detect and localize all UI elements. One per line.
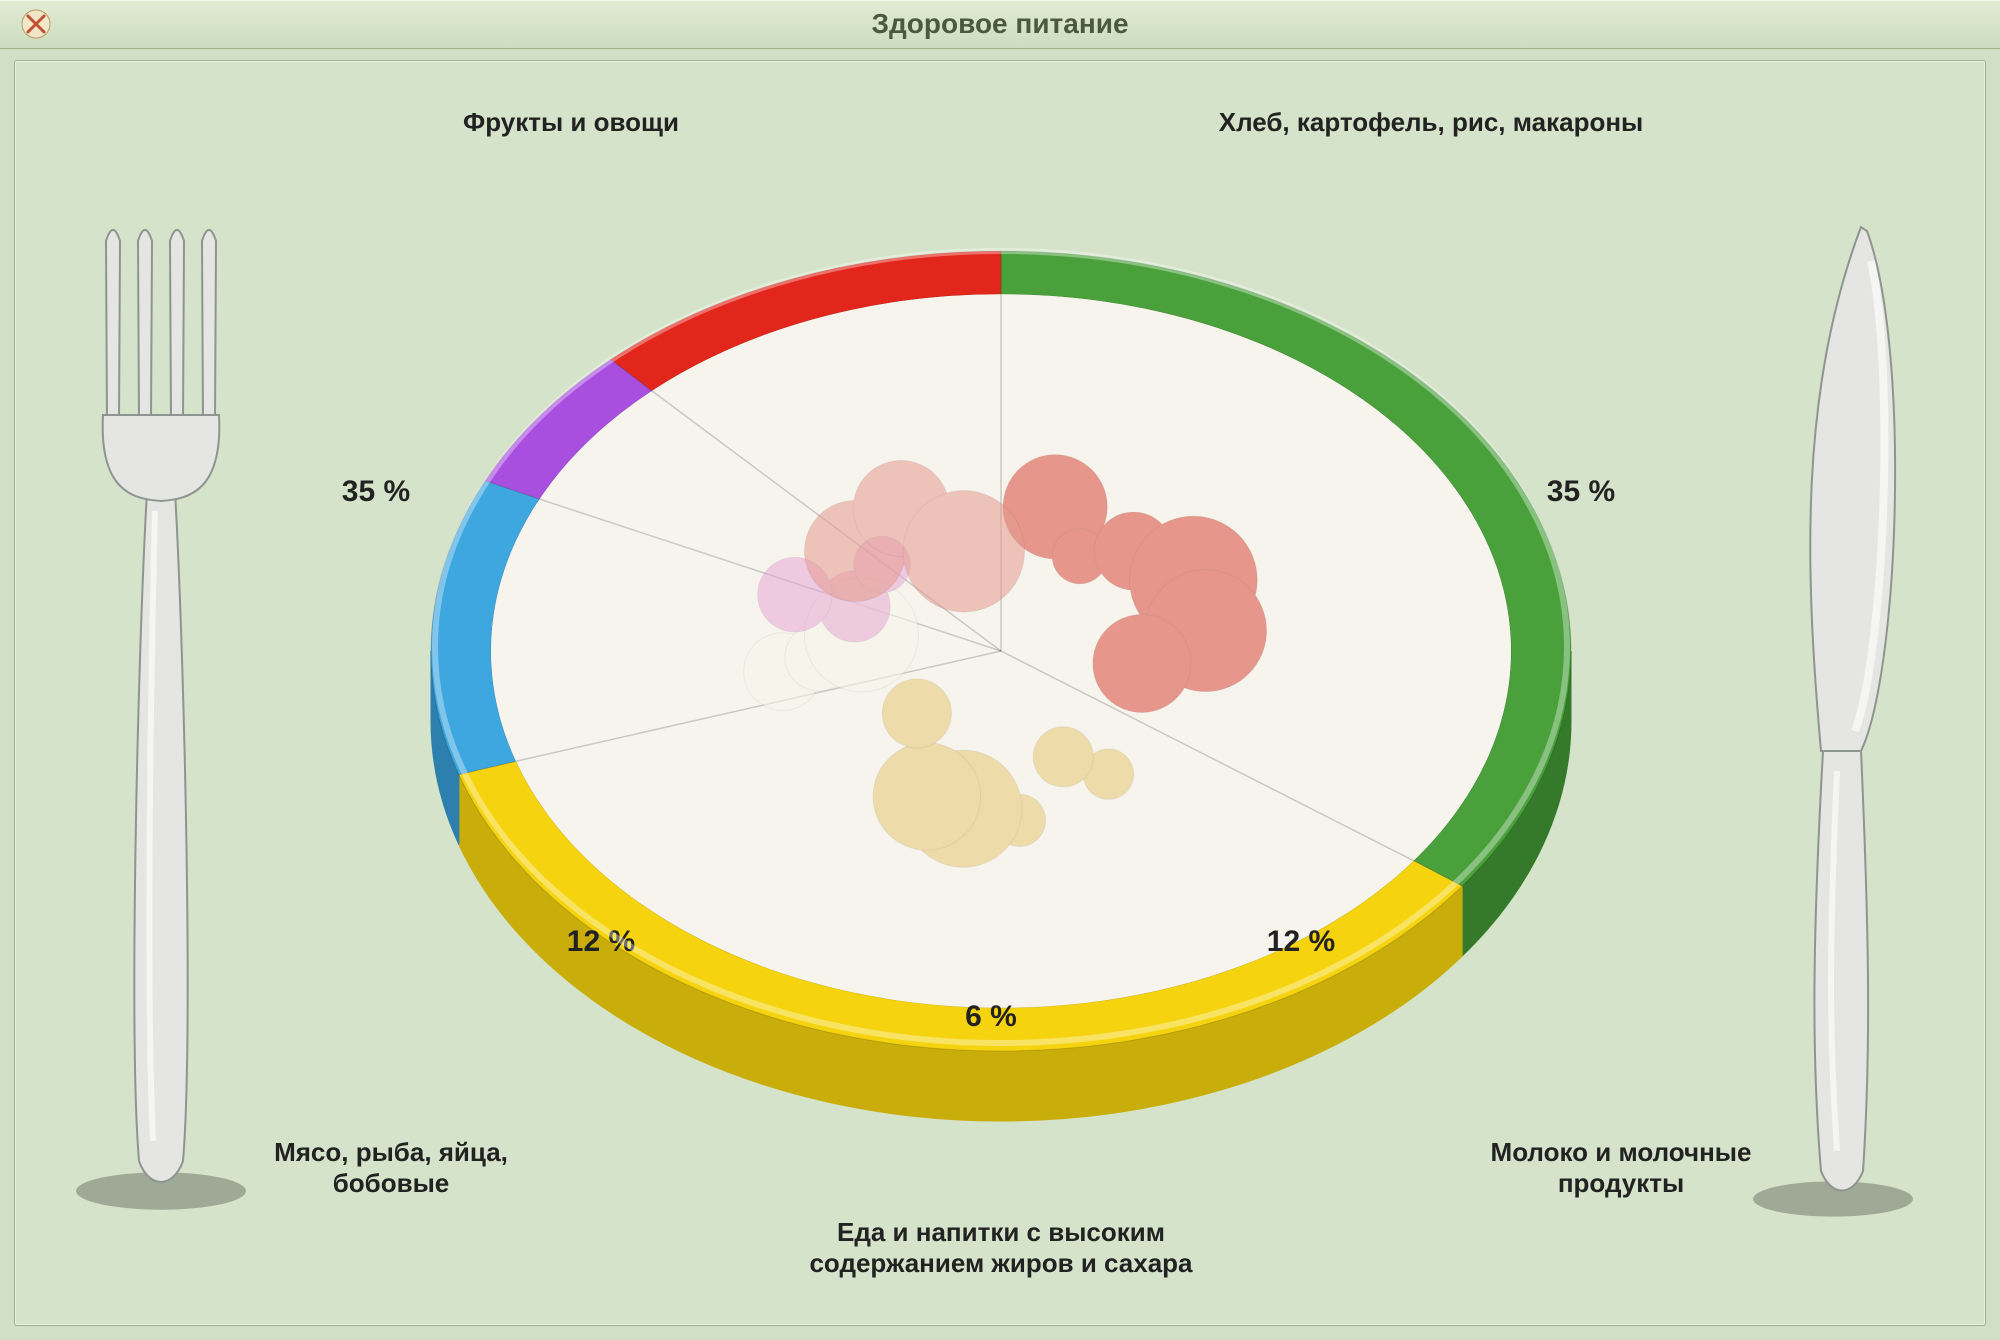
content-panel: 35 %35 %12 %6 %12 %Фрукты и овощиХлеб, к… [14, 60, 1986, 1326]
fork-icon [99, 230, 223, 1182]
pct-label-fats_sugar: 6 % [965, 1000, 1017, 1033]
healthy-eating-pie-chart: 35 %35 %12 %6 %12 %Фрукты и овощиХлеб, к… [15, 61, 1985, 1325]
title-bar: Здоровое питание [0, 0, 2000, 49]
category-label-grains: Хлеб, картофель, рис, макароны [1219, 107, 1644, 137]
category-label-dairy: Молоко и молочныепродукты [1491, 1137, 1752, 1198]
category-label-fats_sugar: Еда и напитки с высокимсодержанием жиров… [809, 1217, 1193, 1278]
pct-label-dairy: 12 % [1267, 925, 1335, 958]
pct-label-grains: 35 % [1547, 475, 1615, 508]
category-label-fruits_veg: Фрукты и овощи [463, 107, 679, 137]
category-label-meat_fish: Мясо, рыба, яйца,бобовые [274, 1137, 508, 1198]
pct-label-fruits_veg: 35 % [342, 475, 410, 508]
knife-icon [1810, 227, 1895, 1191]
window-title: Здоровое питание [0, 0, 2000, 48]
